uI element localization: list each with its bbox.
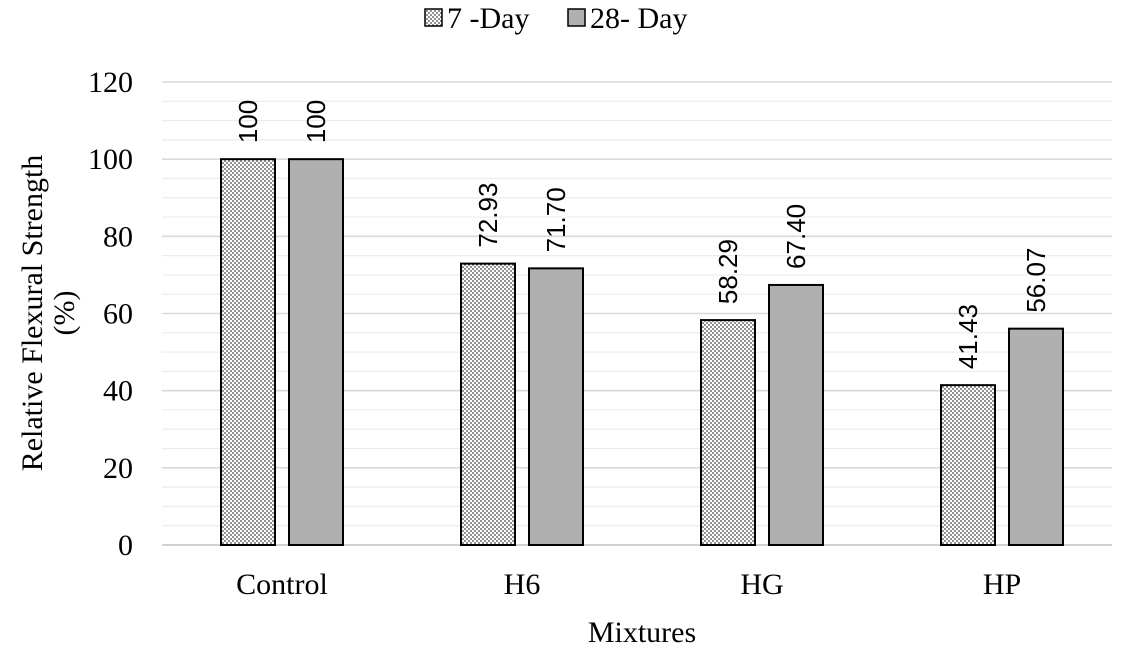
y-tick-label: 20 xyxy=(103,452,133,485)
x-tick-label: HG xyxy=(740,568,783,601)
legend-label-28-day: 28- Day xyxy=(590,2,687,35)
y-axis-title-line2: (%) xyxy=(48,291,81,336)
bar-7-day xyxy=(460,262,516,546)
data-label: 67.40 xyxy=(781,204,811,269)
y-tick-label: 60 xyxy=(103,298,133,331)
x-tick-label: H6 xyxy=(504,568,541,601)
legend-swatch-7-day xyxy=(424,8,443,27)
data-label: 58.29 xyxy=(713,239,743,304)
data-label: 72.93 xyxy=(473,183,503,248)
bar-28-day xyxy=(288,158,344,547)
y-tick-label: 0 xyxy=(118,529,133,562)
legend-swatch-28-day xyxy=(567,8,586,27)
y-tick-label: 40 xyxy=(103,375,133,408)
y-tick-label: 120 xyxy=(88,66,133,99)
y-tick-label: 100 xyxy=(88,143,133,176)
data-label: 71.70 xyxy=(541,187,571,252)
legend: 7 -Day 28- Day xyxy=(424,2,687,35)
bar-7-day xyxy=(940,384,996,547)
bar-7-day xyxy=(220,158,276,547)
x-axis-title: Mixtures xyxy=(588,616,696,649)
bar-28-day xyxy=(528,267,584,546)
bar-7-day xyxy=(700,319,756,546)
legend-label-7-day: 7 -Day xyxy=(447,2,529,35)
data-label: 100 xyxy=(301,100,331,143)
x-tick-label: HP xyxy=(983,568,1021,601)
data-label: 41.43 xyxy=(953,304,983,369)
data-labels: 100 100 72.93 71.70 58.29 67.40 41.43 56.07 xyxy=(233,100,1051,369)
data-label: 56.07 xyxy=(1021,248,1051,313)
y-tick-label: 80 xyxy=(103,220,133,253)
bar-28-day xyxy=(768,283,824,546)
y-axis-title-line1: Relative Flexural Strength xyxy=(16,155,49,472)
bars xyxy=(220,158,1064,547)
data-label: 100 xyxy=(233,100,263,143)
x-tick-label: Control xyxy=(236,568,328,601)
bar-28-day xyxy=(1008,327,1064,546)
